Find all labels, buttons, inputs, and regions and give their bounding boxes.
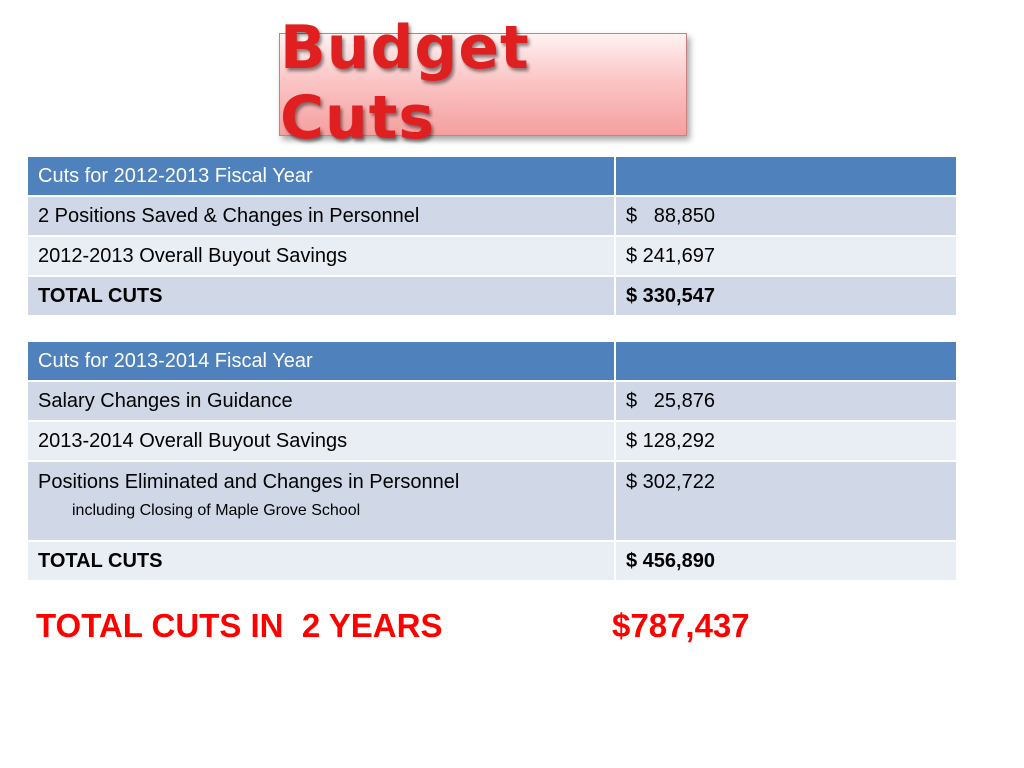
table-row: 2 Positions Saved & Changes in Personnel…: [26, 195, 958, 237]
table-header-value: [614, 340, 958, 382]
table-header-row: Cuts for 2012-2013 Fiscal Year: [26, 155, 958, 197]
table-header-label: Cuts for 2012-2013 Fiscal Year: [26, 155, 616, 197]
table-header-value: [614, 155, 958, 197]
total-value: $ 330,547: [614, 275, 958, 317]
total-label: TOTAL CUTS: [26, 275, 616, 317]
grand-total-label: TOTAL CUTS IN 2 YEARS: [36, 607, 443, 644]
row-value: $ 302,722: [614, 460, 958, 542]
table-row: Salary Changes in Guidance $ 25,876: [26, 380, 958, 422]
row-label: Positions Eliminated and Changes in Pers…: [38, 471, 460, 493]
row-value: $ 241,697: [614, 235, 958, 277]
table-2012-2013: Cuts for 2012-2013 Fiscal Year 2 Positio…: [26, 155, 958, 317]
row-value: $ 88,850: [614, 195, 958, 237]
table-row: Positions Eliminated and Changes in Pers…: [26, 460, 958, 542]
total-value: $ 456,890: [614, 540, 958, 582]
row-label: 2013-2014 Overall Buyout Savings: [26, 420, 616, 462]
table-row: 2012-2013 Overall Buyout Savings $ 241,6…: [26, 235, 958, 277]
row-sublabel: including Closing of Maple Grove School: [72, 502, 361, 519]
total-row: TOTAL CUTS $ 330,547: [26, 275, 958, 317]
row-label: 2 Positions Saved & Changes in Personnel: [26, 195, 616, 237]
row-value: $ 128,292: [614, 420, 958, 462]
title-box: Budget Cuts: [279, 13, 687, 153]
total-row: TOTAL CUTS $ 456,890: [26, 540, 958, 582]
table-row: 2013-2014 Overall Buyout Savings $ 128,2…: [26, 420, 958, 462]
table-header-row: Cuts for 2013-2014 Fiscal Year: [26, 340, 958, 382]
row-label: Salary Changes in Guidance: [26, 380, 616, 422]
table-2013-2014: Cuts for 2013-2014 Fiscal Year Salary Ch…: [26, 340, 958, 582]
page-title: Budget Cuts: [280, 12, 530, 153]
row-label-cell: Positions Eliminated and Changes in Pers…: [26, 460, 616, 542]
row-label: 2012-2013 Overall Buyout Savings: [26, 235, 616, 277]
table-header-label: Cuts for 2013-2014 Fiscal Year: [26, 340, 616, 382]
total-label: TOTAL CUTS: [26, 540, 616, 582]
row-value: $ 25,876: [614, 380, 958, 422]
grand-total-value: $787,437: [612, 607, 750, 644]
